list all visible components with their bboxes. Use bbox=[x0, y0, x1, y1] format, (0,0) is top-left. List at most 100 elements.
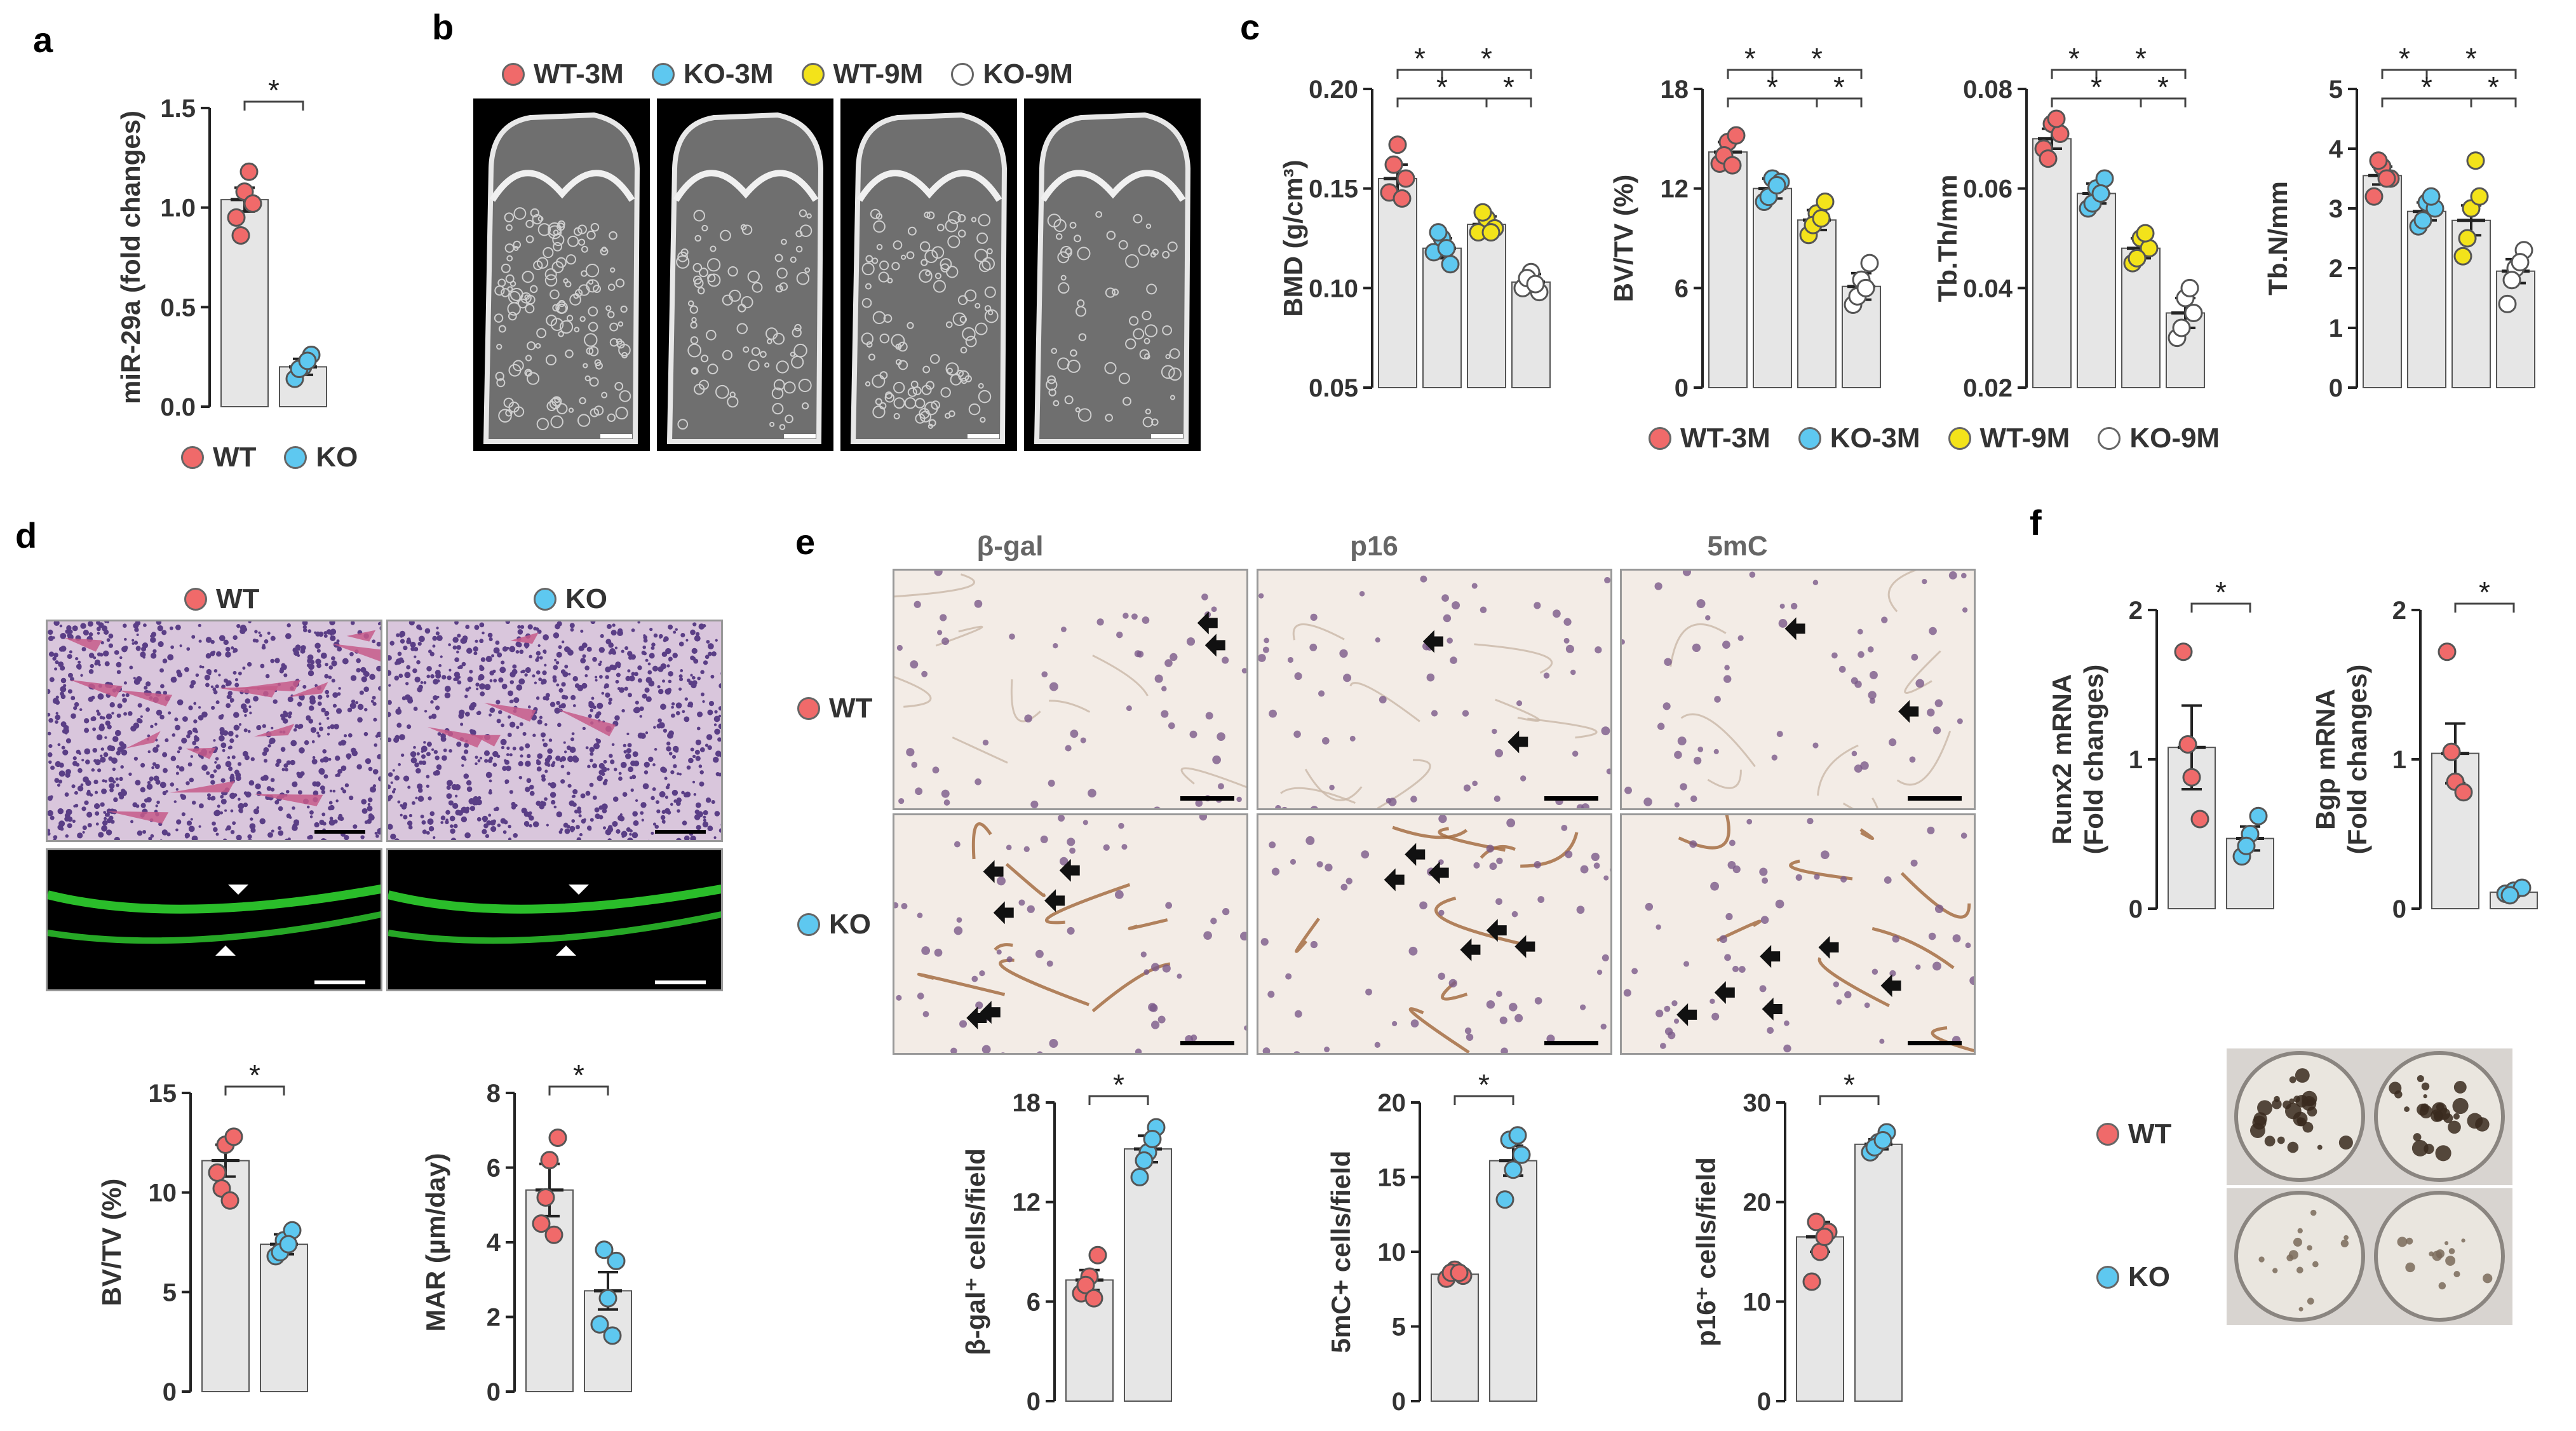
nucleus bbox=[592, 795, 597, 800]
nucleus bbox=[339, 816, 344, 822]
nucleus bbox=[198, 706, 201, 709]
nucleus bbox=[632, 751, 638, 757]
bone-spicule bbox=[170, 780, 235, 793]
nucleus bbox=[652, 822, 656, 826]
nucleus bbox=[469, 669, 473, 674]
nucleus bbox=[590, 709, 594, 712]
nucleus bbox=[350, 621, 355, 625]
tissue-fiber bbox=[1044, 883, 1131, 925]
mineral-nodule bbox=[2307, 1298, 2314, 1305]
nucleus bbox=[570, 737, 574, 742]
data-point bbox=[220, 1191, 239, 1210]
nucleus bbox=[337, 646, 342, 652]
nucleus bbox=[400, 753, 405, 757]
tissue-fiber bbox=[1931, 1026, 1974, 1052]
nucleus bbox=[937, 630, 943, 635]
nucleus bbox=[98, 832, 104, 838]
nucleus bbox=[255, 639, 259, 643]
nucleus bbox=[668, 671, 673, 677]
nucleus bbox=[435, 756, 440, 761]
nucleus bbox=[597, 775, 603, 782]
nucleus bbox=[77, 665, 82, 670]
nucleus bbox=[212, 821, 216, 826]
nucleus bbox=[105, 829, 112, 836]
arrow-icon bbox=[983, 860, 1004, 883]
y-tick-label: 1.0 bbox=[160, 194, 196, 222]
nucleus bbox=[1123, 613, 1129, 619]
nucleus bbox=[415, 768, 421, 774]
nucleus bbox=[83, 718, 90, 724]
trabecula bbox=[1170, 395, 1175, 400]
nucleus bbox=[311, 759, 318, 765]
nucleus bbox=[641, 818, 644, 822]
nucleus bbox=[107, 745, 113, 751]
nucleus bbox=[506, 746, 510, 750]
trabecula bbox=[773, 379, 785, 391]
nucleus bbox=[60, 677, 67, 684]
nucleus bbox=[67, 823, 72, 829]
bone-outline bbox=[1034, 112, 1191, 444]
trabecula bbox=[984, 286, 996, 298]
nucleus bbox=[162, 790, 167, 796]
nucleus bbox=[618, 771, 622, 775]
nucleus bbox=[105, 812, 110, 817]
trabecula bbox=[802, 402, 809, 410]
nucleus bbox=[344, 783, 349, 788]
nucleus bbox=[329, 621, 335, 626]
nucleus bbox=[278, 830, 284, 836]
nucleus bbox=[501, 660, 505, 665]
nucleus bbox=[188, 705, 193, 710]
nucleus bbox=[450, 838, 457, 840]
nucleus bbox=[237, 762, 242, 766]
nucleus bbox=[469, 729, 474, 733]
nucleus bbox=[556, 700, 560, 705]
nucleus bbox=[504, 781, 508, 785]
nucleus bbox=[607, 624, 612, 629]
nucleus bbox=[249, 711, 252, 715]
nucleus bbox=[465, 688, 469, 692]
nucleus bbox=[225, 761, 232, 768]
nucleus bbox=[55, 712, 58, 715]
trabecula bbox=[573, 227, 583, 236]
trabecula bbox=[579, 316, 586, 322]
nucleus bbox=[151, 653, 154, 657]
nucleus bbox=[372, 695, 376, 700]
nucleus bbox=[552, 678, 557, 683]
nucleus bbox=[67, 654, 72, 660]
nucleus bbox=[542, 670, 547, 675]
nucleus bbox=[560, 828, 563, 831]
nucleus bbox=[464, 711, 470, 717]
nucleus bbox=[92, 727, 97, 731]
nucleus bbox=[675, 702, 682, 709]
nucleus bbox=[1121, 844, 1128, 850]
trabecula bbox=[494, 285, 505, 296]
nucleus bbox=[1205, 712, 1213, 720]
nucleus bbox=[456, 742, 462, 747]
nucleus bbox=[161, 829, 168, 836]
scale-bar bbox=[655, 980, 706, 984]
nucleus bbox=[93, 779, 98, 785]
nucleus bbox=[135, 621, 141, 626]
nucleus bbox=[543, 651, 547, 654]
nucleus bbox=[507, 733, 512, 738]
trabecula bbox=[588, 306, 598, 316]
arrow-icon bbox=[1818, 935, 1839, 959]
data-point bbox=[2422, 187, 2441, 206]
nucleus bbox=[568, 672, 571, 675]
nucleus bbox=[1448, 979, 1457, 988]
nucleus bbox=[1293, 730, 1301, 738]
nucleus bbox=[283, 673, 288, 677]
trabecula bbox=[545, 354, 556, 366]
nucleus bbox=[48, 717, 53, 723]
nucleus bbox=[103, 629, 109, 635]
nucleus bbox=[551, 799, 556, 805]
trabecula bbox=[1138, 244, 1150, 256]
nucleus bbox=[211, 796, 216, 801]
data-point bbox=[2178, 735, 2197, 754]
nucleus bbox=[55, 714, 61, 721]
nucleus bbox=[695, 756, 701, 761]
nucleus bbox=[140, 715, 143, 718]
trabecula bbox=[1161, 365, 1175, 379]
nucleus bbox=[221, 684, 226, 689]
trabecula bbox=[901, 254, 907, 260]
